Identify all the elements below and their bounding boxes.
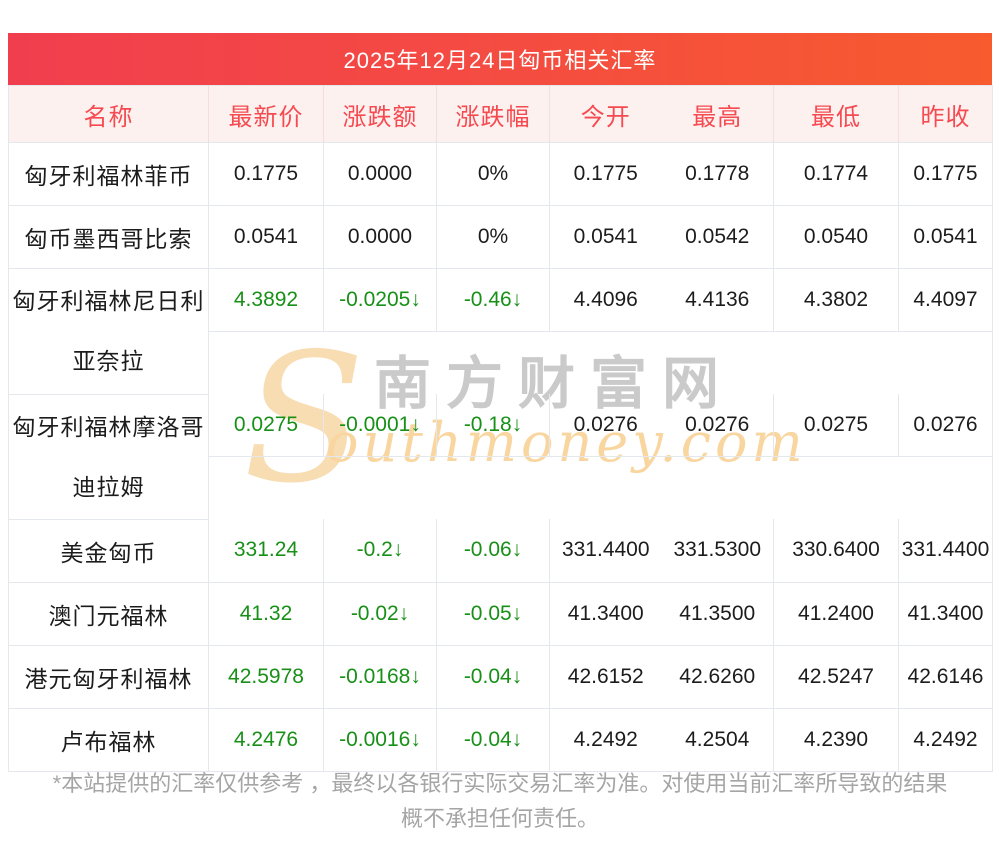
prev-close-cell: 4.2492 [898,708,993,772]
latest-price-cell: 331.24 [208,519,324,583]
change-percent-cell: -0.05↓ [436,582,550,646]
disclaimer-line2: 概不承担任何责任。 [400,806,599,831]
high-cell: 41.3500 [661,582,774,646]
disclaimer: *本站提供的汇率仅供参考 ，最终以各银行实际交易汇率为准。对使用当前汇率所导致的… [0,766,1000,836]
prev-close-cell: 42.6146 [898,645,993,709]
change-percent-cell: -0.06↓ [436,519,550,583]
latest-price-cell: 0.1775 [208,142,324,206]
col-header-prev-close: 昨收 [898,85,993,143]
table-row: 美金匈币 331.24 -0.2↓ -0.06↓ 331.4400 331.5300 330… [8,519,993,583]
currency-name: 卢布福林 [8,708,209,772]
currency-name: 匈牙利福林摩洛哥 迪拉姆 [8,394,209,520]
header-row: 名称 最新价 涨跌额 涨跌幅 今开 最高 最低 昨收 [8,85,993,143]
open-cell: 4.2492 [549,708,662,772]
prev-close-cell: 41.3400 [898,582,993,646]
low-cell: 330.6400 [773,519,899,583]
high-cell: 0.1778 [661,142,774,206]
high-cell: 4.4136 [661,268,774,332]
high-cell: 42.6260 [661,645,774,709]
change-amount-cell: -0.0001↓ [323,394,437,457]
table-row: 港元匈牙利福林 42.5978 -0.0168↓ -0.04↓ 42.6152 42.62… [8,645,993,709]
currency-name: 匈牙利福林菲币 [8,142,209,206]
latest-price-cell: 0.0541 [208,205,324,269]
col-header-name: 名称 [8,85,209,143]
latest-price-cell: 4.3892 [208,268,324,332]
table-row: 匈牙利福林摩洛哥 迪拉姆 0.0275 -0.0001↓ -0.18↓ 0.0276 0.… [8,394,993,520]
open-cell: 0.1775 [549,142,662,206]
table-row: 匈牙利福林菲币 0.1775 0.0000 0% 0.1775 0.1778 0.1774 0… [8,142,993,206]
change-amount-cell: 0.0000 [323,142,437,206]
low-cell: 0.0540 [773,205,899,269]
table-title-bar: 2025年12月24日匈币相关汇率 [8,33,992,85]
open-cell: 42.6152 [549,645,662,709]
latest-price-cell: 41.32 [208,582,324,646]
prev-close-cell: 0.1775 [898,142,993,206]
col-header-change-percent: 涨跌幅 [436,85,550,143]
change-amount-cell: -0.02↓ [323,582,437,646]
high-cell: 0.0542 [661,205,774,269]
open-cell: 4.4096 [549,268,662,332]
currency-name: 匈牙利福林尼日利 亚奈拉 [8,268,209,395]
currency-name: 匈币墨西哥比索 [8,205,209,269]
change-amount-cell: -0.0016↓ [323,708,437,772]
rates-table-body: 匈牙利福林菲币 0.1775 0.0000 0% 0.1775 0.1778 0.1774 0… [8,142,993,772]
spacer-cell [209,332,993,395]
latest-price-cell: 0.0275 [208,394,324,457]
currency-name: 澳门元福林 [8,582,209,646]
change-amount-cell: -0.2↓ [323,519,437,583]
high-cell: 0.0276 [661,394,774,457]
high-cell: 331.5300 [661,519,774,583]
col-header-latest-price: 最新价 [208,85,324,143]
col-header-low: 最低 [773,85,899,143]
change-percent-cell: 0% [436,205,550,269]
table-row: 澳门元福林 41.32 -0.02↓ -0.05↓ 41.3400 41.3500 41.2… [8,582,993,646]
open-cell: 0.0276 [549,394,662,457]
open-cell: 41.3400 [549,582,662,646]
col-header-high: 最高 [661,85,774,143]
change-percent-cell: -0.18↓ [436,394,550,457]
low-cell: 42.5247 [773,645,899,709]
high-cell: 4.2504 [661,708,774,772]
low-cell: 41.2400 [773,582,899,646]
open-cell: 331.4400 [549,519,662,583]
spacer-cell [209,457,993,520]
low-cell: 4.3802 [773,268,899,332]
table-row: 匈币墨西哥比索 0.0541 0.0000 0% 0.0541 0.0542 0.0540 0… [8,205,993,269]
latest-price-cell: 4.2476 [208,708,324,772]
table-row: 匈牙利福林尼日利 亚奈拉 4.3892 -0.0205↓ -0.46↓ 4.4096 4.… [8,268,993,395]
change-amount-cell: -0.0205↓ [323,268,437,332]
change-percent-cell: -0.46↓ [436,268,550,332]
currency-name: 美金匈币 [8,519,209,583]
prev-close-cell: 4.4097 [898,268,993,332]
change-amount-cell: 0.0000 [323,205,437,269]
change-percent-cell: -0.04↓ [436,708,550,772]
open-cell: 0.0541 [549,205,662,269]
table-row: 卢布福林 4.2476 -0.0016↓ -0.04↓ 4.2492 4.2504 4.23… [8,708,993,772]
low-cell: 4.2390 [773,708,899,772]
rates-table: 名称 最新价 涨跌额 涨跌幅 今开 最高 最低 昨收 匈牙利福林菲币 0.1775 0.0000 0… [8,85,993,772]
prev-close-cell: 331.4400 [898,519,993,583]
change-amount-cell: -0.0168↓ [323,645,437,709]
change-percent-cell: -0.04↓ [436,645,550,709]
prev-close-cell: 0.0541 [898,205,993,269]
col-header-change-amount: 涨跌额 [323,85,437,143]
disclaimer-line1: *本站提供的汇率仅供参考 ，最终以各银行实际交易汇率为准。对使用当前汇率所导致的… [52,771,948,796]
latest-price-cell: 42.5978 [208,645,324,709]
prev-close-cell: 0.0276 [898,394,993,457]
currency-name: 港元匈牙利福林 [8,645,209,709]
page-title: 2025年12月24日匈币相关汇率 [343,48,657,73]
low-cell: 0.0275 [773,394,899,457]
low-cell: 0.1774 [773,142,899,206]
col-header-open: 今开 [549,85,662,143]
change-percent-cell: 0% [436,142,550,206]
